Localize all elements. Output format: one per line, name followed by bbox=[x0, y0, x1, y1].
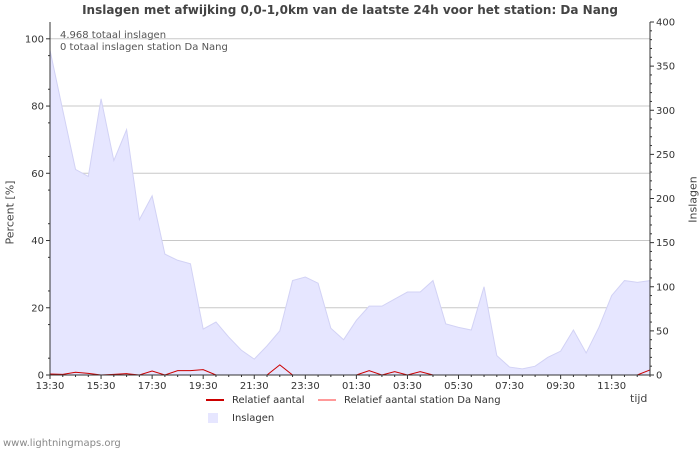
legend-relatief-swatch bbox=[206, 399, 224, 401]
inslagen-area bbox=[49, 50, 651, 376]
x-tick-label: 17:30 bbox=[138, 381, 167, 392]
y-left-tick-label: 0 bbox=[38, 371, 44, 382]
inslagen-area-path bbox=[49, 50, 651, 376]
y-axis-left-label: Percent [%] bbox=[3, 180, 17, 245]
x-tick-label: 15:30 bbox=[87, 381, 116, 392]
x-tick-label: 11:30 bbox=[597, 381, 626, 392]
axes bbox=[46, 21, 654, 379]
x-tick-label: 21:30 bbox=[240, 381, 269, 392]
y-right-tick-label: 100 bbox=[656, 282, 675, 293]
legend-inslagen-swatch bbox=[208, 413, 218, 423]
y-left-tick-label: 100 bbox=[25, 34, 44, 45]
y-right-tick-label: 400 bbox=[656, 18, 675, 29]
y-right-tick-label: 0 bbox=[656, 371, 662, 382]
legend-inslagen: Inslagen bbox=[208, 413, 274, 424]
legend-relatief: Relatief aantal bbox=[206, 395, 305, 406]
y-left-tick-label: 60 bbox=[31, 169, 44, 180]
x-tick-label: 03:30 bbox=[393, 381, 422, 392]
legend-relatief-label: Relatief aantal bbox=[232, 395, 305, 406]
y-right-tick-label: 200 bbox=[656, 194, 675, 205]
legend-relatief-station-label: Relatief aantal station Da Nang bbox=[344, 395, 501, 406]
y-right-tick-label: 150 bbox=[656, 238, 675, 249]
y-right-tick-label: 350 bbox=[656, 62, 675, 73]
footer-credit: www.lightningmaps.org bbox=[3, 438, 121, 449]
x-tick-label: 19:30 bbox=[189, 381, 218, 392]
x-tick-label: 09:30 bbox=[546, 381, 575, 392]
y-right-tick-label: 250 bbox=[656, 150, 675, 161]
legend-relatief-station: Relatief aantal station Da Nang bbox=[318, 395, 501, 406]
grid bbox=[50, 38, 650, 309]
annotation-total: 4.968 totaal inslagen bbox=[60, 30, 167, 41]
y-right-tick-label: 50 bbox=[656, 326, 669, 337]
x-tick-label: 07:30 bbox=[495, 381, 524, 392]
y-right-tick-label: 300 bbox=[656, 106, 675, 117]
x-tick-label: 05:30 bbox=[444, 381, 473, 392]
x-tick-label: 01:30 bbox=[342, 381, 371, 392]
y-left-tick-label: 20 bbox=[31, 303, 44, 314]
chart-title: Inslagen met afwijking 0,0-1,0km van de … bbox=[82, 3, 618, 17]
x-tick-label: 23:30 bbox=[291, 381, 320, 392]
legend-inslagen-label: Inslagen bbox=[232, 413, 275, 424]
legend-relatief-station-swatch bbox=[318, 399, 336, 401]
y-left-tick-label: 40 bbox=[31, 236, 44, 247]
x-tick-label: 13:30 bbox=[36, 381, 65, 392]
annotation-station-total: 0 totaal inslagen station Da Nang bbox=[60, 42, 228, 53]
tick-labels: 0 20 40 60 80 100 0 50 100 150 200 250 300 350 400 13:3… bbox=[25, 18, 675, 393]
y-left-tick-label: 80 bbox=[31, 102, 44, 113]
y-axis-right-label: Inslagen bbox=[686, 176, 700, 223]
x-axis-label: tijd bbox=[630, 392, 648, 405]
